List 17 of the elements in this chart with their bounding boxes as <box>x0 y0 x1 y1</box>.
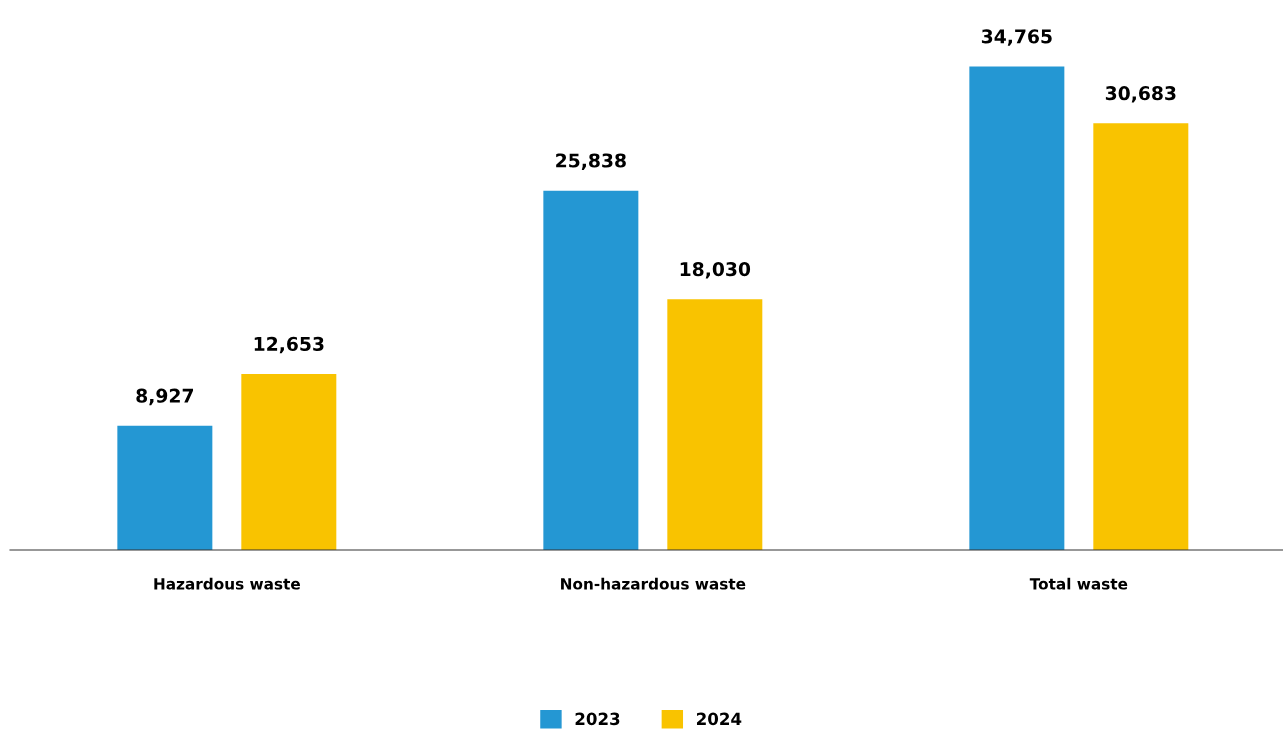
data-label: 25,838 <box>556 153 626 170</box>
data-label: 34,765 <box>981 29 1052 46</box>
bar <box>117 425 213 550</box>
x-tick-label: Total waste <box>1029 577 1128 590</box>
legend-label: 2023 <box>575 712 620 726</box>
data-label: 8,927 <box>136 388 194 406</box>
data-label: 18,030 <box>680 262 751 279</box>
data-label: 12,653 <box>254 336 324 354</box>
data-label: 30,683 <box>1105 86 1176 103</box>
x-tick-label: Non-hazardous waste <box>561 577 746 590</box>
legend-label: 2024 <box>696 712 742 726</box>
bar <box>969 66 1065 550</box>
bar <box>241 374 337 550</box>
bar <box>543 190 639 550</box>
bar <box>667 299 763 550</box>
bar <box>1093 123 1189 550</box>
x-tick-label: Hazardous waste <box>154 577 300 590</box>
